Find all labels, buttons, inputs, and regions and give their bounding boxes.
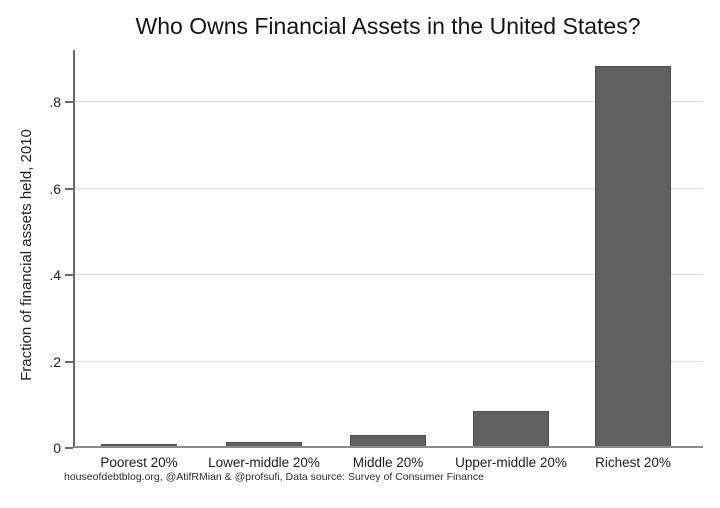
bar-lower-middle-20 (226, 442, 302, 446)
y-tick-mark (65, 101, 73, 104)
x-tick-label-upper-middle-20: Upper-middle 20% (455, 455, 567, 470)
x-tick-label-middle-20: Middle 20% (352, 455, 424, 470)
bar-upper-middle-20 (473, 411, 549, 446)
source-note: houseofdebtblog.org, @AtifRMian & @profs… (64, 471, 484, 483)
bar-richest-20 (595, 66, 671, 446)
y-tick-mark (65, 360, 73, 363)
plot-area (73, 50, 703, 448)
y-tick-label: 0 (53, 440, 61, 456)
y-gridline-8 (75, 101, 703, 103)
y-tick-mark (65, 447, 73, 449)
y-gridline-4 (75, 274, 703, 276)
y-tick-label: .6 (49, 180, 61, 197)
y-tick-mark (65, 187, 73, 190)
x-tick-label-poorest-20: Poorest 20% (100, 455, 178, 470)
y-gridline-2 (75, 360, 703, 362)
bar-middle-20 (350, 435, 426, 446)
y-tick-mark (65, 274, 73, 277)
x-tick-label-richest-20: Richest 20% (595, 455, 671, 470)
y-tick-label: .8 (49, 94, 61, 111)
bar-poorest-20 (101, 444, 177, 446)
chart-title: Who Owns Financial Assets in the United … (135, 13, 641, 39)
y-axis-title: Fraction of financial assets held, 2010 (18, 129, 35, 381)
y-tick-label: .2 (49, 353, 61, 370)
y-gridline-6 (75, 187, 703, 189)
x-tick-label-lower-middle-20: Lower-middle 20% (208, 455, 320, 470)
y-tick-label: .4 (49, 267, 61, 284)
